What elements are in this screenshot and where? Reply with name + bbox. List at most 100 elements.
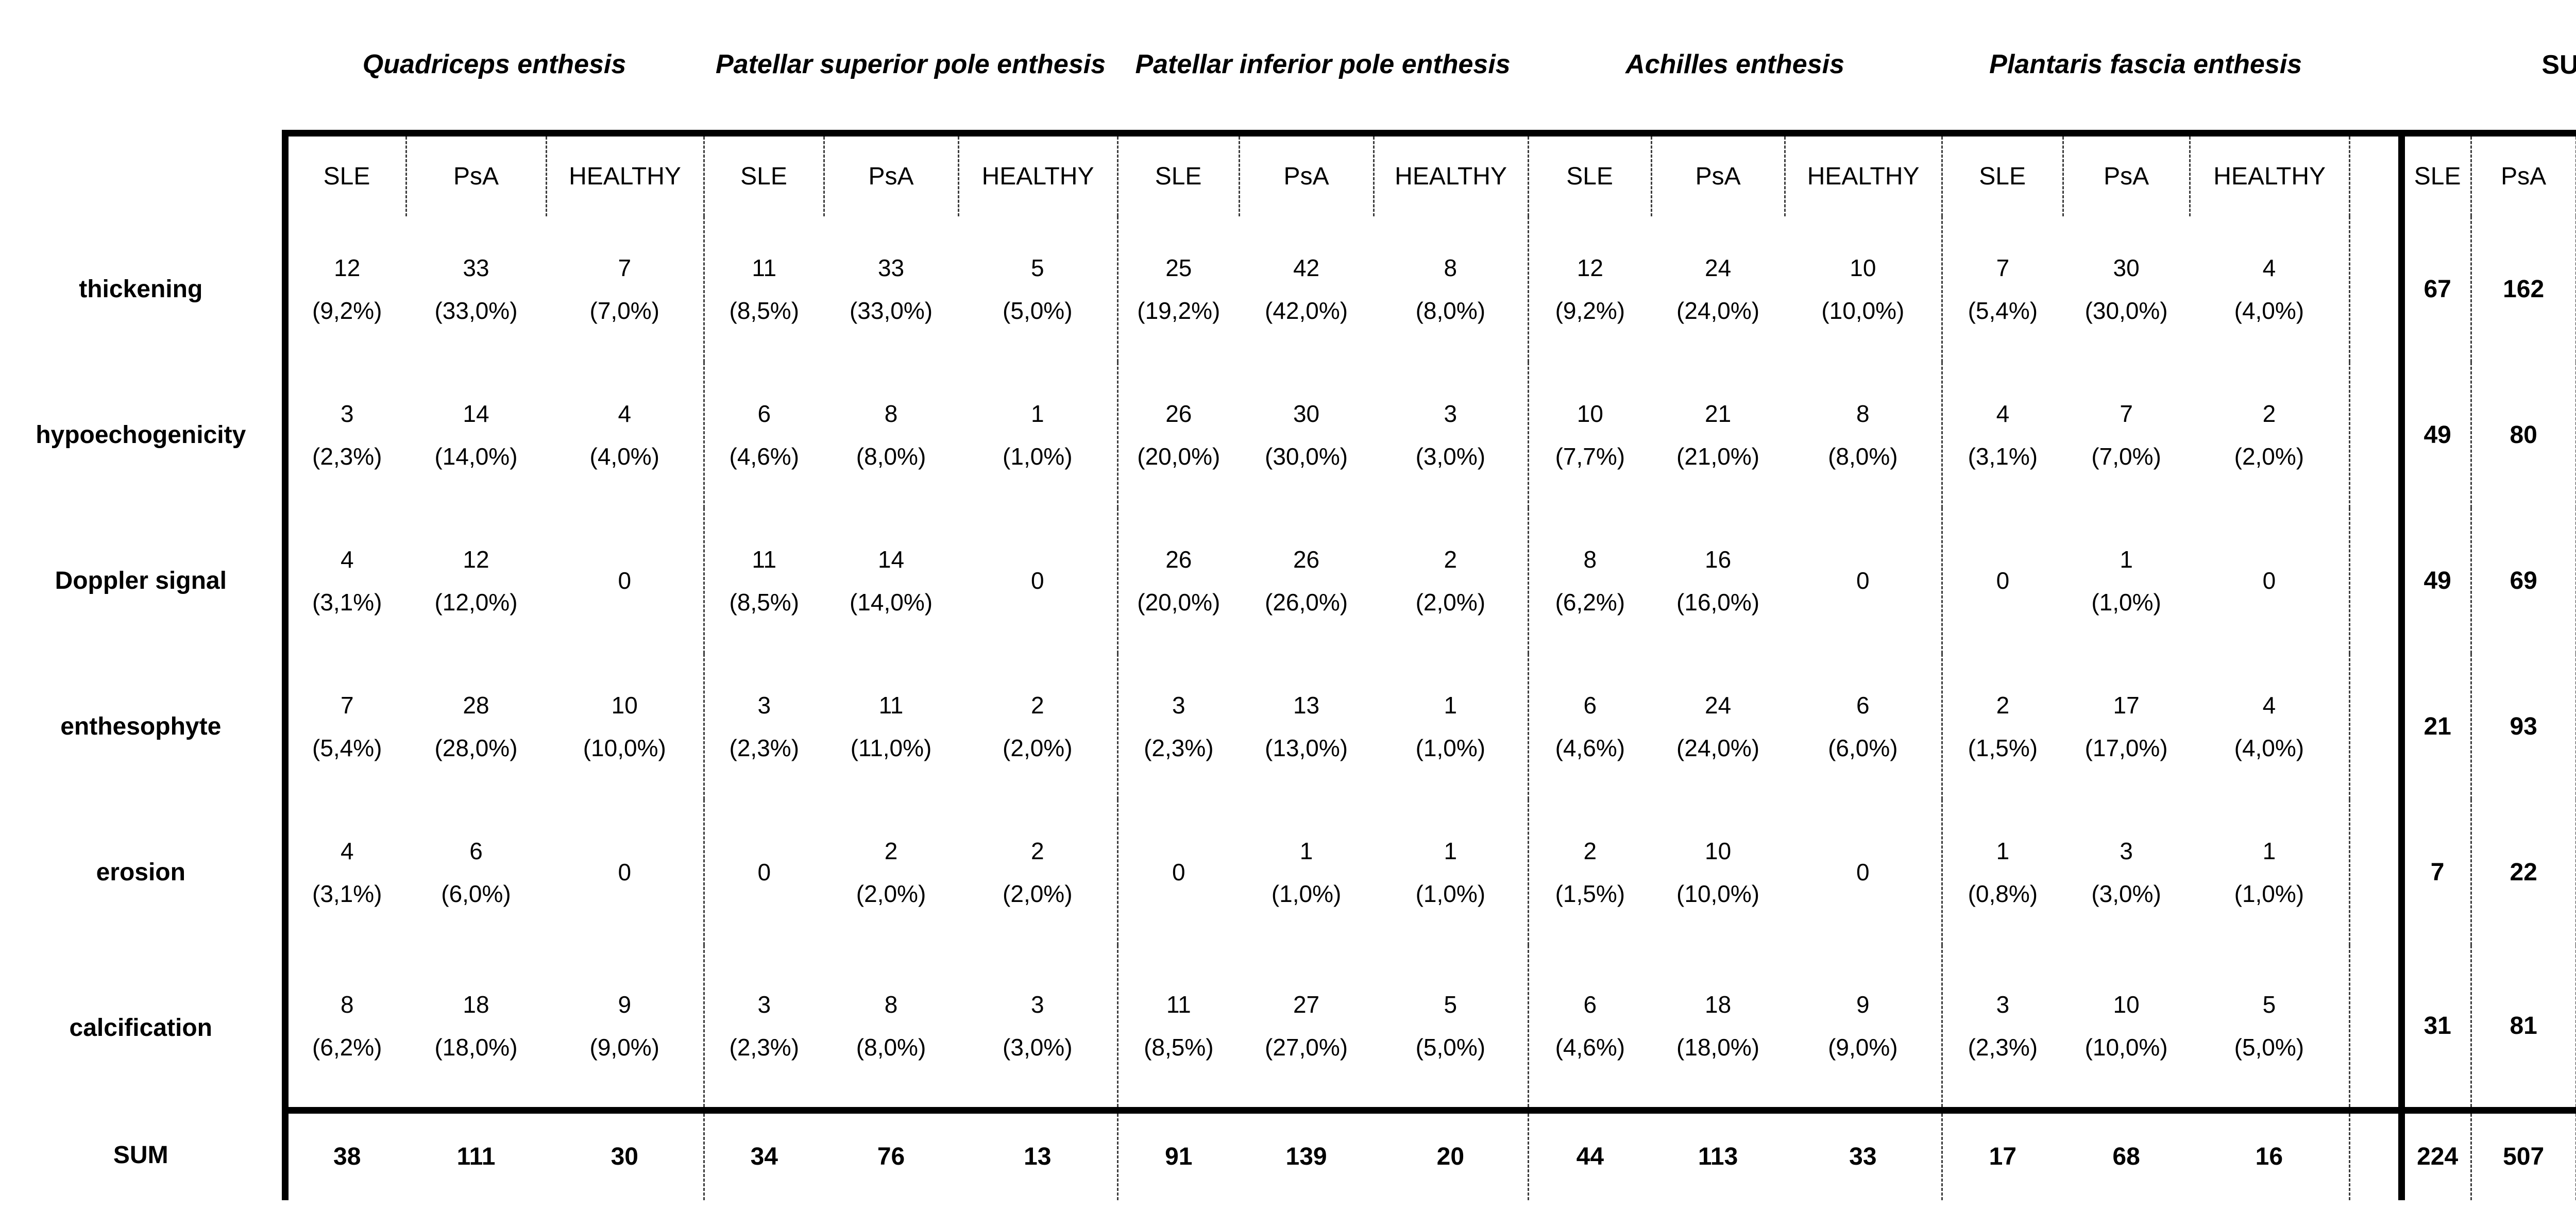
sum-column-cell: 49	[2398, 362, 2471, 508]
data-cell: 2 (1,5%)	[1941, 654, 2063, 799]
data-cell: 2 (2,0%)	[958, 799, 1117, 945]
count-value: 3	[2120, 837, 2133, 864]
count-value: 4	[340, 546, 354, 573]
count-value: 8	[884, 400, 898, 427]
subheader-cell: HEALTHY	[1785, 129, 1942, 216]
sum-row-cell: 139	[1239, 1106, 1374, 1200]
data-cell: 10 (10,0%)	[1651, 799, 1785, 945]
data-cell: 11 (8,5%)	[1116, 945, 1240, 1110]
count-value: 11	[1166, 991, 1191, 1018]
sum-column-cell: 162	[2470, 216, 2576, 362]
percent-value: (20,0%)	[1137, 588, 1221, 616]
count-value: 10	[2113, 991, 2140, 1018]
data-cell: 3 (3,0%)	[1374, 362, 1528, 508]
data-cell: 7 (7,0%)	[546, 216, 704, 362]
data-cell: 42 (42,0%)	[1239, 216, 1374, 362]
percent-value: (9,2%)	[1555, 297, 1625, 324]
sum-row-label: SUM	[113, 1141, 168, 1169]
count-value: 6	[1583, 691, 1597, 719]
data-cell: 6 (4,6%)	[703, 362, 824, 508]
data-cell: 3 (2,3%)	[703, 945, 824, 1110]
count-value: 7	[618, 254, 632, 281]
data-cell: 9 (9,0%)	[1785, 945, 1942, 1110]
data-cell: 18 (18,0%)	[406, 945, 546, 1110]
count-value: 8	[1856, 400, 1870, 427]
data-cell: 2 (2,0%)	[1374, 508, 1528, 654]
data-cell: 6 (4,6%)	[1527, 945, 1652, 1110]
filler-cell	[2348, 654, 2402, 799]
count-value: 2	[2262, 400, 2276, 427]
data-cell: 26 (20,0%)	[1116, 362, 1240, 508]
count-value: 14	[463, 400, 489, 427]
data-cell: 5 (5,0%)	[1374, 945, 1528, 1110]
sum-row-cell: 44	[1527, 1106, 1652, 1200]
percent-value: (5,0%)	[1415, 1033, 1486, 1061]
sum-group-title: SUM	[2541, 49, 2576, 80]
count-value: 1	[2262, 837, 2276, 864]
data-cell: 8 (8,0%)	[824, 362, 958, 508]
percent-value: (1,0%)	[1271, 880, 1342, 907]
data-cell: 0	[546, 799, 704, 945]
count-value: 11	[752, 254, 777, 281]
data-cell: 3 (2,3%)	[1116, 654, 1240, 799]
count-value: 4	[2262, 254, 2276, 281]
count-value: 16	[1705, 546, 1732, 573]
percent-value: (1,0%)	[2091, 588, 2161, 616]
data-cell: 11 (8,5%)	[703, 216, 824, 362]
percent-value: (2,0%)	[1415, 588, 1486, 616]
percent-value: (4,6%)	[1555, 734, 1625, 761]
percent-value: (4,6%)	[729, 442, 800, 470]
count-value: 21	[1705, 400, 1732, 427]
data-cell: 6 (6,0%)	[1785, 654, 1942, 799]
subheader-cell: PsA	[1651, 129, 1786, 216]
count-value: 3	[340, 400, 354, 427]
subheader-cell: HEALTHY	[2190, 129, 2350, 216]
percent-value: (24,0%)	[1676, 734, 1760, 761]
count-value: 12	[463, 546, 489, 573]
filler-cell	[2348, 362, 2402, 508]
percent-value: (2,0%)	[2234, 442, 2304, 470]
data-cell: 11 (11,0%)	[824, 654, 958, 799]
count-value: 26	[1165, 400, 1192, 427]
sum-column-cell: 80	[2470, 362, 2576, 508]
data-cell: 17 (17,0%)	[2063, 654, 2190, 799]
percent-value: (6,0%)	[1828, 734, 1898, 761]
data-cell: 2 (2,0%)	[958, 654, 1117, 799]
count-value: 18	[1705, 991, 1732, 1018]
filler-cell	[2348, 1106, 2402, 1200]
count-value: 13	[1293, 691, 1320, 719]
data-cell: 8 (6,2%)	[281, 945, 406, 1110]
subheader-cell: HEALTHY	[1374, 129, 1529, 216]
percent-value: (10,0%)	[2084, 1033, 2168, 1061]
count-value: 0	[1996, 567, 2010, 594]
percent-value: (1,0%)	[1415, 880, 1486, 907]
data-cell: 5 (5,0%)	[958, 216, 1117, 362]
count-value: 5	[2262, 991, 2276, 1018]
data-cell: 18 (18,0%)	[1651, 945, 1785, 1110]
count-value: 11	[752, 546, 777, 573]
percent-value: (14,0%)	[849, 588, 933, 616]
sum-column-cell: 31	[2398, 945, 2471, 1110]
data-cell: 2 (2,0%)	[824, 799, 958, 945]
count-value: 3	[757, 991, 771, 1018]
count-value: 18	[463, 991, 489, 1018]
data-cell: 5 (5,0%)	[2190, 945, 2349, 1110]
subheader-cell: SLE	[2398, 129, 2471, 216]
percent-value: (30,0%)	[2084, 297, 2168, 324]
data-cell: 0	[703, 799, 824, 945]
count-value: 4	[2262, 691, 2276, 719]
count-value: 3	[1444, 400, 1458, 427]
data-cell: 33 (33,0%)	[824, 216, 958, 362]
percent-value: (0,8%)	[1968, 880, 2038, 907]
percent-value: (13,0%)	[1265, 734, 1348, 761]
percent-value: (12,0%)	[434, 588, 518, 616]
group-title: Patellar inferior pole enthesis	[1135, 49, 1511, 80]
percent-value: (19,2%)	[1137, 297, 1221, 324]
data-cell: 8 (8,0%)	[1374, 216, 1528, 362]
data-cell: 4 (3,1%)	[1941, 362, 2063, 508]
count-value: 3	[757, 691, 771, 719]
percent-value: (7,7%)	[1555, 442, 1625, 470]
subheader-cell: SLE	[703, 129, 825, 216]
count-value: 5	[1444, 991, 1458, 1018]
data-cell: 1 (1,0%)	[1239, 799, 1374, 945]
